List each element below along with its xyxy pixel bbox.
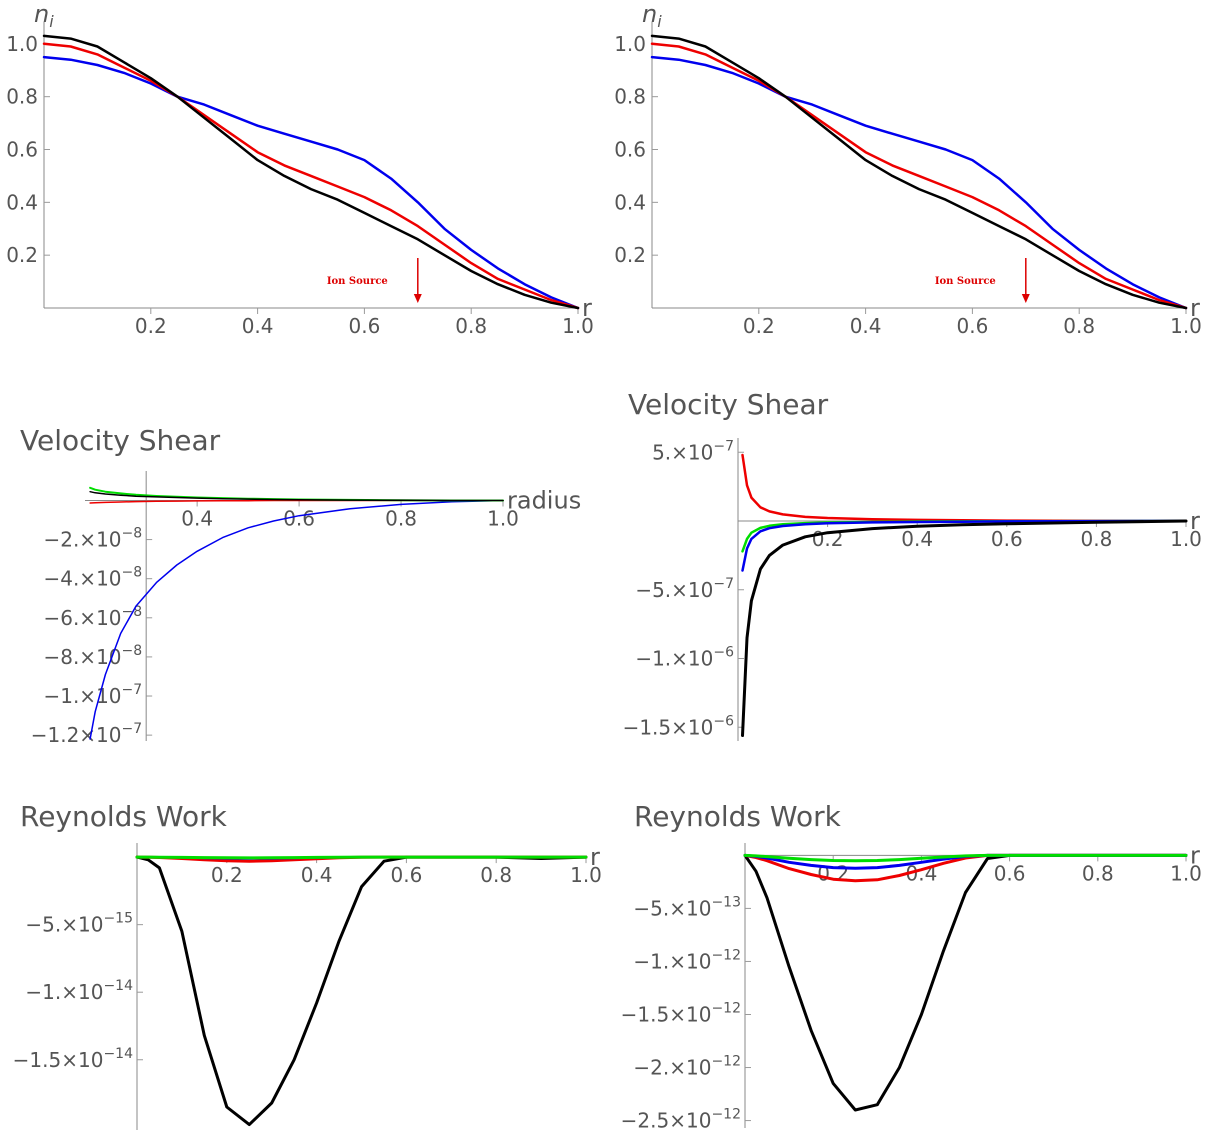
x-tick-label: 0.2 (135, 314, 167, 338)
x-axis-label: r (590, 843, 600, 871)
y-tick-label: −5.×10−13 (633, 894, 741, 920)
panel-title: Reynolds Work (20, 800, 228, 833)
y-tick-label: 0.2 (614, 243, 646, 267)
series-line-3 (89, 490, 504, 502)
y-tick-label: 0.4 (6, 190, 38, 214)
y-tick-label: 0.8 (6, 85, 38, 109)
series-line-3 (135, 855, 588, 860)
panel-title: Velocity Shear (628, 388, 829, 421)
series-line-2 (650, 34, 1188, 310)
x-tick-label: 1.0 (570, 863, 602, 887)
x-tick-label: 0.6 (994, 861, 1026, 885)
y-tick-label: −4.×10−8 (43, 565, 142, 591)
x-tick-label: 0.6 (991, 527, 1023, 551)
ion-source-annotation: Ion Source (327, 258, 422, 303)
y-tick-label: 5.×10−7 (652, 438, 734, 464)
series-line-2 (741, 519, 1188, 572)
ion-source-label: Ion Source (935, 276, 996, 287)
series-line-2 (89, 486, 504, 502)
x-tick-label: 0.2 (817, 861, 849, 885)
x-axis-label: r (1190, 841, 1200, 869)
x-tick-label: 0.4 (242, 314, 274, 338)
panel-title: Velocity Shear (20, 424, 221, 457)
x-tick-label: 1.0 (1170, 861, 1202, 885)
series-line-0 (89, 499, 504, 740)
y-tick-label: −1.×10−14 (25, 978, 133, 1004)
y-tick-label: −6.×10−8 (43, 604, 142, 630)
x-tick-label: 0.2 (211, 863, 243, 887)
y-tick-label: −1.5×10−12 (621, 1000, 741, 1026)
x-tick-label: 1.0 (487, 506, 519, 530)
density-left-panel: r ni 0.2 0.4 0.6 0.8 1.0 0.2 0.4 0.6 0.8 1.0 Ion Sou… (6, 0, 594, 338)
ion-source-label: Ion Source (327, 276, 388, 287)
y-tick-label: −1.×10−12 (633, 947, 741, 973)
y-tick-label: 1.0 (614, 32, 646, 56)
y-axis-label: ni (34, 0, 54, 31)
y-tick-label: −2.×10−12 (633, 1054, 741, 1080)
panel-title: Reynolds Work (634, 800, 842, 833)
y-tick-label: 0.2 (6, 243, 38, 267)
x-tick-label: 0.4 (901, 527, 933, 551)
arrow-head-icon (413, 294, 422, 303)
series-line-2 (42, 34, 580, 310)
series-line-0 (650, 55, 1188, 310)
y-axis-label: ni (642, 0, 662, 31)
x-tick-label: 0.6 (390, 863, 422, 887)
y-tick-label: −2.5×10−12 (621, 1107, 741, 1133)
y-tick-label: −1.×10−7 (43, 682, 142, 708)
x-tick-label: 1.0 (562, 314, 594, 338)
y-tick-label: 1.0 (6, 32, 38, 56)
y-tick-label: 0.8 (614, 85, 646, 109)
x-tick-label: 0.4 (301, 863, 333, 887)
x-axis-label: r (1190, 507, 1200, 535)
x-tick-label: 0.8 (1080, 527, 1112, 551)
y-tick-label: −1.5×10−14 (13, 1046, 133, 1072)
density-right-panel: r ni 0.2 0.4 0.6 0.8 1.0 0.2 0.4 0.6 0.8 1.0 Ion Sou… (614, 0, 1202, 338)
x-tick-label: 0.6 (348, 314, 380, 338)
ion-source-annotation: Ion Source (935, 258, 1030, 303)
series-line-1 (650, 42, 1188, 310)
y-tick-label: −2.×10−8 (43, 526, 142, 552)
series-line-3 (743, 853, 1188, 863)
x-tick-label: 0.8 (385, 506, 417, 530)
x-tick-label: 0.6 (956, 314, 988, 338)
y-tick-label: −1.2×10−7 (31, 721, 142, 747)
series-line-1 (42, 42, 580, 310)
x-tick-label: 0.8 (480, 863, 512, 887)
y-tick-label: −1.5×10−6 (623, 713, 735, 739)
y-tick-label: −5.×10−15 (25, 911, 133, 937)
y-tick-label: 0.6 (6, 138, 38, 162)
x-tick-label: 0.4 (181, 506, 213, 530)
x-axis-label: r (582, 294, 592, 322)
x-tick-label: 1.0 (1170, 314, 1202, 338)
x-axis-label: r (1190, 294, 1200, 322)
x-tick-label: 0.4 (850, 314, 882, 338)
x-tick-label: 0.8 (1082, 861, 1114, 885)
y-tick-label: −5.×10−7 (635, 576, 734, 602)
arrow-head-icon (1021, 294, 1030, 303)
x-tick-label: 1.0 (1170, 527, 1202, 551)
y-tick-label: −1.×10−6 (635, 645, 734, 671)
x-tick-label: 0.8 (1063, 314, 1095, 338)
y-tick-label: −8.×10−8 (43, 643, 142, 669)
x-tick-label: 0.2 (743, 314, 775, 338)
x-tick-label: 0.8 (455, 314, 487, 338)
x-axis-label: radius (507, 486, 581, 514)
series-line-0 (743, 853, 1188, 1112)
series-line-0 (741, 453, 1188, 523)
reynolds-left-panel: Reynolds Work r 0.2 0.4 0.6 0.8 1.0 −5.×10−15 −1… (13, 800, 602, 1130)
series-line-0 (135, 855, 588, 1127)
y-tick-label: 0.4 (614, 190, 646, 214)
y-tick-label: 0.6 (614, 138, 646, 162)
series-line-0 (42, 55, 580, 310)
series-line-3 (741, 519, 1188, 737)
